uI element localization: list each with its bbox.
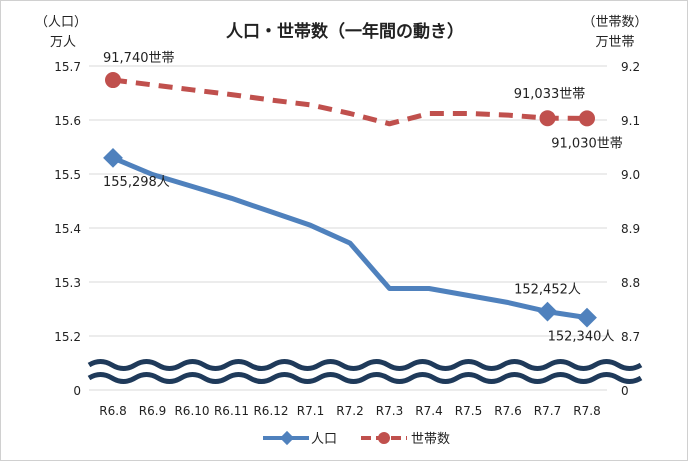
chart-title: 人口・世帯数（一年間の動き） bbox=[226, 21, 464, 42]
population-line bbox=[112, 155, 588, 321]
left-tick-label: 0 bbox=[73, 384, 81, 398]
left-tick-label: 15.2 bbox=[54, 330, 81, 344]
x-tick-label: R6.10 bbox=[174, 404, 209, 418]
right-tick-label: 8.9 bbox=[621, 222, 640, 236]
pop-last-label: 152,340人 bbox=[548, 330, 615, 345]
pop-prev-label: 152,452人 bbox=[514, 283, 581, 298]
x-tick-label: R7.6 bbox=[494, 404, 521, 418]
hh-last-label: 91,030世帯 bbox=[551, 136, 623, 151]
axis-ticks: 15.7 9.2 15.6 9.1 15.5 9.0 15.4 8.9 15.3 8.8 15.2 8… bbox=[54, 60, 640, 398]
x-tick-label: R6.9 bbox=[139, 404, 166, 418]
gridlines bbox=[89, 65, 607, 391]
household-marker bbox=[539, 110, 556, 127]
right-tick-label: 9.0 bbox=[621, 168, 640, 182]
household-marker bbox=[105, 72, 121, 89]
hh-first-label: 91,740世帯 bbox=[103, 51, 175, 66]
axis-break-wave bbox=[87, 359, 643, 384]
right-axis-unit-1: （世帯数） bbox=[582, 15, 647, 30]
left-tick-label: 15.4 bbox=[54, 222, 81, 236]
left-tick-label: 15.7 bbox=[54, 60, 81, 74]
x-tick-label: R7.2 bbox=[336, 404, 363, 418]
household-line bbox=[112, 77, 588, 127]
data-labels: 91,740世帯 91,033世帯 91,030世帯 155,298人 152,452人… bbox=[103, 51, 623, 345]
x-tick-labels: R6.8 R6.9 R6.10 R6.11 R6.12 R7.1 R7.2 R7.3 R7.4 R… bbox=[99, 404, 600, 418]
x-tick-label: R7.5 bbox=[455, 404, 482, 418]
population-marker bbox=[103, 148, 123, 168]
right-tick-label: 8.7 bbox=[621, 330, 640, 344]
right-tick-label: 9.1 bbox=[621, 114, 640, 128]
population-marker bbox=[577, 307, 597, 328]
legend-population-label: 人口 bbox=[311, 432, 337, 447]
legend-household-label: 世帯数 bbox=[411, 432, 450, 447]
population-marker bbox=[537, 301, 558, 322]
household-marker bbox=[579, 110, 595, 127]
legend: 人口 世帯数 bbox=[263, 430, 450, 447]
x-tick-label: R6.8 bbox=[99, 404, 126, 418]
left-tick-label: 15.6 bbox=[54, 114, 81, 128]
x-tick-label: R6.11 bbox=[214, 404, 249, 418]
x-tick-label: R7.4 bbox=[415, 404, 442, 418]
x-tick-label: R7.1 bbox=[297, 404, 324, 418]
legend-household-marker bbox=[378, 432, 390, 444]
left-axis-unit-2: 万人 bbox=[50, 35, 76, 50]
left-axis-unit-1: （人口） bbox=[35, 15, 87, 30]
legend-population-marker bbox=[279, 430, 295, 446]
left-tick-label: 15.5 bbox=[54, 168, 81, 182]
break-wave-upper bbox=[87, 359, 643, 371]
series-group bbox=[103, 72, 597, 328]
right-tick-label: 9.2 bbox=[621, 60, 640, 74]
left-tick-label: 15.3 bbox=[54, 276, 81, 290]
right-tick-label: 8.8 bbox=[621, 276, 640, 290]
hh-prev-label: 91,033世帯 bbox=[514, 87, 586, 102]
pop-first-label: 155,298人 bbox=[103, 175, 170, 190]
x-tick-label: R7.7 bbox=[534, 404, 561, 418]
right-axis-unit-2: 万世帯 bbox=[595, 35, 634, 50]
x-tick-label: R7.3 bbox=[376, 404, 403, 418]
right-tick-label: 0 bbox=[621, 384, 629, 398]
break-wave-lower bbox=[87, 372, 643, 384]
x-tick-label: R7.8 bbox=[573, 404, 600, 418]
x-tick-label: R6.12 bbox=[253, 404, 288, 418]
